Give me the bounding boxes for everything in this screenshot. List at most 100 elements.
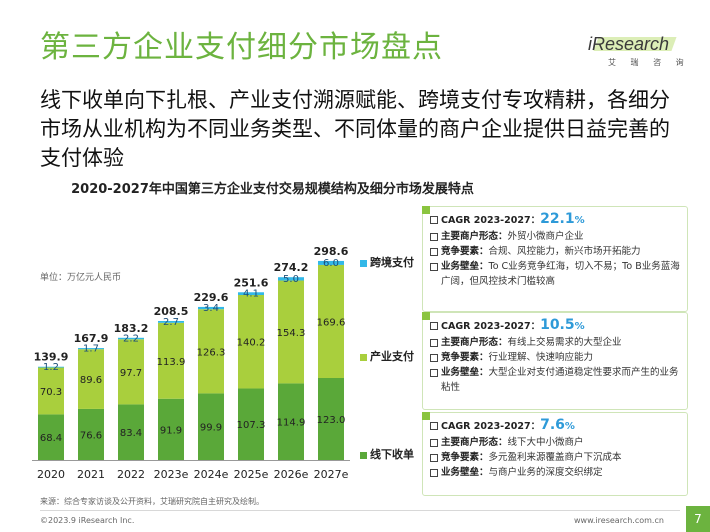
legend-swatch <box>360 451 367 459</box>
cagr-unit: % <box>574 215 585 226</box>
bar-segment-offline <box>38 414 64 460</box>
bar-segment-offline <box>158 398 184 460</box>
cagr-value: 7.6 <box>540 417 565 433</box>
bar-segment-industry <box>118 339 144 405</box>
total-label: 167.9 <box>74 332 109 345</box>
offline-panel: CAGR 2023-2027：7.6% 主要商户形态：线下大中小微商户 竞争要素… <box>422 412 688 496</box>
row-text: To C业务竞争红海，切入不易；To B业务蓝海广阔，但风控技术门槛较高 <box>441 261 680 287</box>
panel-row: 竞争要素：行业理解、快速响应能力 <box>429 350 681 365</box>
legend-swatch <box>360 259 367 267</box>
data-label: 83.4 <box>120 428 142 439</box>
cagr-row: CAGR 2023-2027：7.6% <box>429 417 681 435</box>
x-tick-label: 2025e <box>234 468 269 481</box>
data-label: 114.9 <box>277 418 306 429</box>
copyright: ©2023.9 iResearch Inc. <box>40 516 135 525</box>
bar-segment-industry <box>78 349 104 409</box>
cagr-label: CAGR 2023-2027： <box>441 321 541 332</box>
bar-segment-offline <box>238 388 264 460</box>
page-subtitle: 线下收单向下扎根、产业支付溯源赋能、跨境支付专攻精耕，各细分市场从业机构为不同业… <box>40 88 670 170</box>
row-text: 合规、风控能力，新兴市场开拓能力 <box>488 246 641 257</box>
row-text: 线下大中小微商户 <box>507 437 584 448</box>
panel-row: 业务壁垒：To C业务竞争红海，切入不易；To B业务蓝海广阔，但风控技术门槛较… <box>429 259 681 289</box>
bar-segment-offline <box>118 404 144 460</box>
page-title: 第三方企业支付细分市场盘点 <box>40 30 443 65</box>
x-tick-label: 2022 <box>117 468 145 481</box>
cagr-row: CAGR 2023-2027：10.5% <box>429 317 681 335</box>
x-tick-label: 2023e <box>154 468 189 481</box>
x-tick-label: 2024e <box>194 468 229 481</box>
data-label: 2.7 <box>163 317 179 328</box>
data-label: 97.7 <box>120 368 142 379</box>
bar-segment-cross-border <box>118 337 144 340</box>
bar-segment-cross-border <box>158 321 184 323</box>
row-label: 业务壁垒： <box>441 467 489 478</box>
data-label: 4.1 <box>243 289 259 300</box>
row-label: 主要商户形态： <box>441 337 508 348</box>
cagr-unit: % <box>564 421 575 432</box>
data-label: 1.7 <box>83 344 99 355</box>
bar-segment-offline <box>198 393 224 460</box>
bar-segment-offline <box>278 383 304 460</box>
bar-segment-cross-border <box>38 366 64 368</box>
checkbox-icon <box>430 369 438 377</box>
panel-row: 业务壁垒：与商户业务的深度交织绑定 <box>429 465 681 480</box>
data-label: 123.0 <box>317 415 346 426</box>
total-label: 229.6 <box>194 291 229 304</box>
total-label: 208.5 <box>154 305 189 318</box>
checkbox-icon <box>430 322 438 330</box>
cagr-label: CAGR 2023-2027： <box>441 421 541 432</box>
row-label: 业务壁垒： <box>441 367 489 378</box>
bar-segment-cross-border <box>198 306 224 310</box>
bar-segment-offline <box>318 378 344 460</box>
row-text: 大型企业对支付通道稳定性要求而产生的业务粘性 <box>441 367 679 393</box>
checkbox-icon <box>430 248 438 256</box>
row-label: 竞争要素： <box>441 452 489 463</box>
bar-segment-cross-border <box>238 292 264 295</box>
row-text: 有线上交易需求的大型企业 <box>507 337 622 348</box>
industry-panel: CAGR 2023-2027：10.5% 主要商户形态：有线上交易需求的大型企业… <box>422 312 688 410</box>
data-label: 3.4 <box>203 303 219 314</box>
logo-subtitle: 艾 瑞 咨 询 <box>608 58 690 67</box>
data-label: 1.2 <box>43 362 59 373</box>
bar-segment-cross-border <box>278 277 304 281</box>
legend-item-offline: 线下收单 <box>360 446 414 462</box>
data-label: 107.3 <box>237 420 266 431</box>
checkbox-icon <box>430 263 438 271</box>
panel-corner-marker <box>422 206 430 214</box>
row-text: 与商户业务的深度交织绑定 <box>488 467 603 478</box>
panel-row: 主要商户形态：外贸小微商户企业 <box>429 229 681 244</box>
data-label: 140.2 <box>237 338 266 349</box>
unit-label: 单位：万亿元人民币 <box>40 273 122 283</box>
cagr-row: CAGR 2023-2027：22.1% <box>429 211 681 229</box>
data-label: 68.4 <box>40 433 62 444</box>
checkbox-icon <box>430 469 438 477</box>
legend-item-industry: 产业支付 <box>360 348 414 364</box>
iresearch-logo: iResearch 艾 瑞 咨 询 <box>586 34 684 74</box>
website-link[interactable]: www.iresearch.com.cn <box>574 516 664 525</box>
bar-segment-industry <box>38 367 64 415</box>
page-number: 7 <box>686 506 710 532</box>
x-tick-label: 2027e <box>314 468 349 481</box>
row-label: 主要商户形态： <box>441 437 508 448</box>
data-label: 76.6 <box>80 430 102 441</box>
data-label: 2.2 <box>123 334 139 345</box>
row-label: 业务壁垒： <box>441 261 489 272</box>
cagr-value: 22.1 <box>540 211 575 227</box>
checkbox-icon <box>430 233 438 241</box>
x-tick-label: 2026e <box>274 468 309 481</box>
footer-divider <box>40 510 680 511</box>
checkbox-icon <box>430 422 438 430</box>
panel-row: 竞争要素：多元盈利来源覆盖商户下沉成本 <box>429 450 681 465</box>
logo-wordmark: iResearch <box>588 34 670 54</box>
cagr-value: 10.5 <box>540 317 575 333</box>
panel-row: 业务壁垒：大型企业对支付通道稳定性要求而产生的业务粘性 <box>429 365 681 395</box>
data-label: 5.0 <box>283 274 299 285</box>
bar-segment-industry <box>238 295 264 389</box>
row-label: 竞争要素： <box>441 352 489 363</box>
bar-segment-cross-border <box>78 348 104 350</box>
data-label: 70.3 <box>40 387 62 398</box>
checkbox-icon <box>430 216 438 224</box>
bar-segment-industry <box>318 264 344 378</box>
cagr-label: CAGR 2023-2027： <box>441 215 541 226</box>
